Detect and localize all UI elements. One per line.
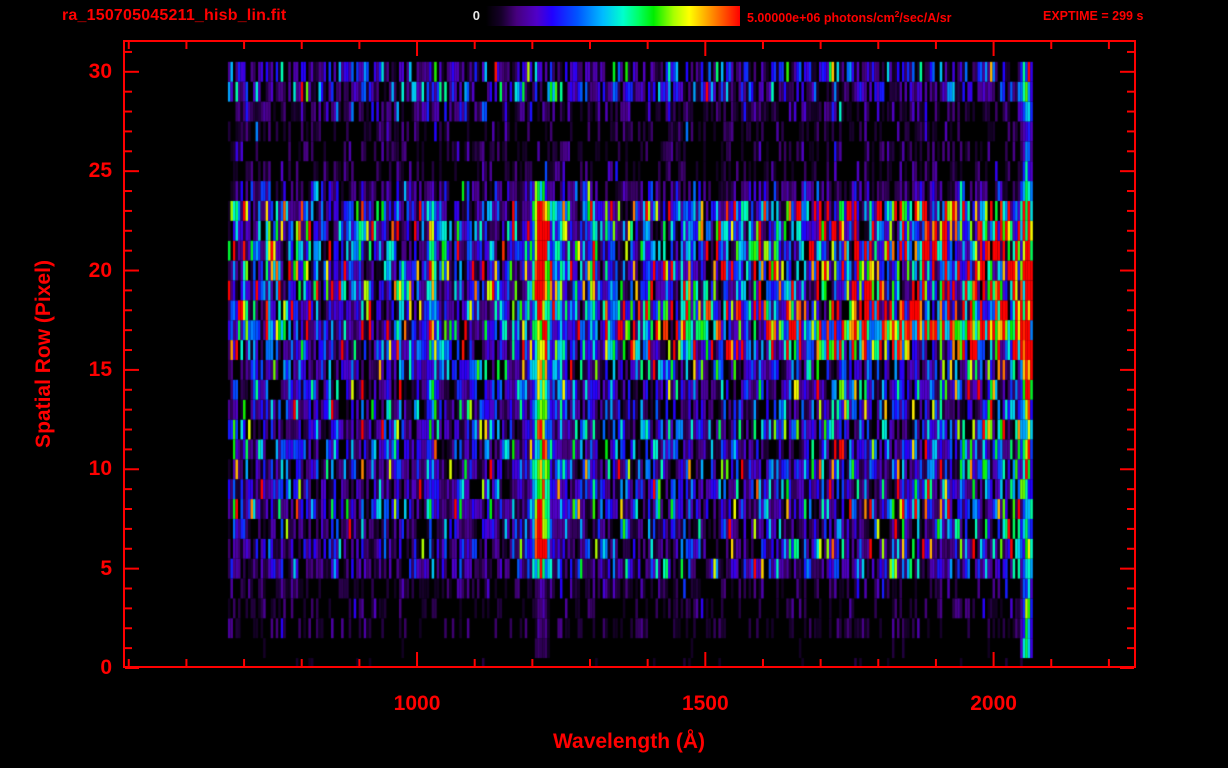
y-tick-label: 0 xyxy=(100,656,112,679)
colorbar-units-superscript: 2 xyxy=(894,9,900,19)
y-tick-label: 30 xyxy=(88,59,112,83)
x-tick-label: 1000 xyxy=(393,692,441,715)
x-tick-label: 1500 xyxy=(681,692,729,715)
x-tick-label: 2000 xyxy=(970,692,1017,715)
colorbar-units-suffix: /sec/A/sr xyxy=(899,11,952,26)
colorbar-units-prefix: 5.00000e+06 photons/cm xyxy=(747,11,895,26)
y-tick-label: 20 xyxy=(88,258,112,282)
exptime-label: EXPTIME = 299 s xyxy=(1043,9,1144,23)
colorbar-max-label: 5.00000e+06 photons/cm2/sec/A/sr xyxy=(747,9,952,25)
spectrogram-heatmap xyxy=(123,40,1136,668)
y-tick-label: 10 xyxy=(88,457,112,481)
y-tick-label: 5 xyxy=(100,556,112,580)
colorbar-min-label: 0 xyxy=(472,8,480,23)
colorbar-gradient xyxy=(486,6,740,26)
y-tick-label: 25 xyxy=(88,159,112,183)
filename-title: ra_150705045211_hisb_lin.fit xyxy=(62,7,287,24)
y-axis-title: Spatial Row (Pixel) xyxy=(32,260,55,448)
x-axis-title: Wavelength (Å) xyxy=(552,730,706,753)
y-tick-label: 15 xyxy=(88,357,112,381)
